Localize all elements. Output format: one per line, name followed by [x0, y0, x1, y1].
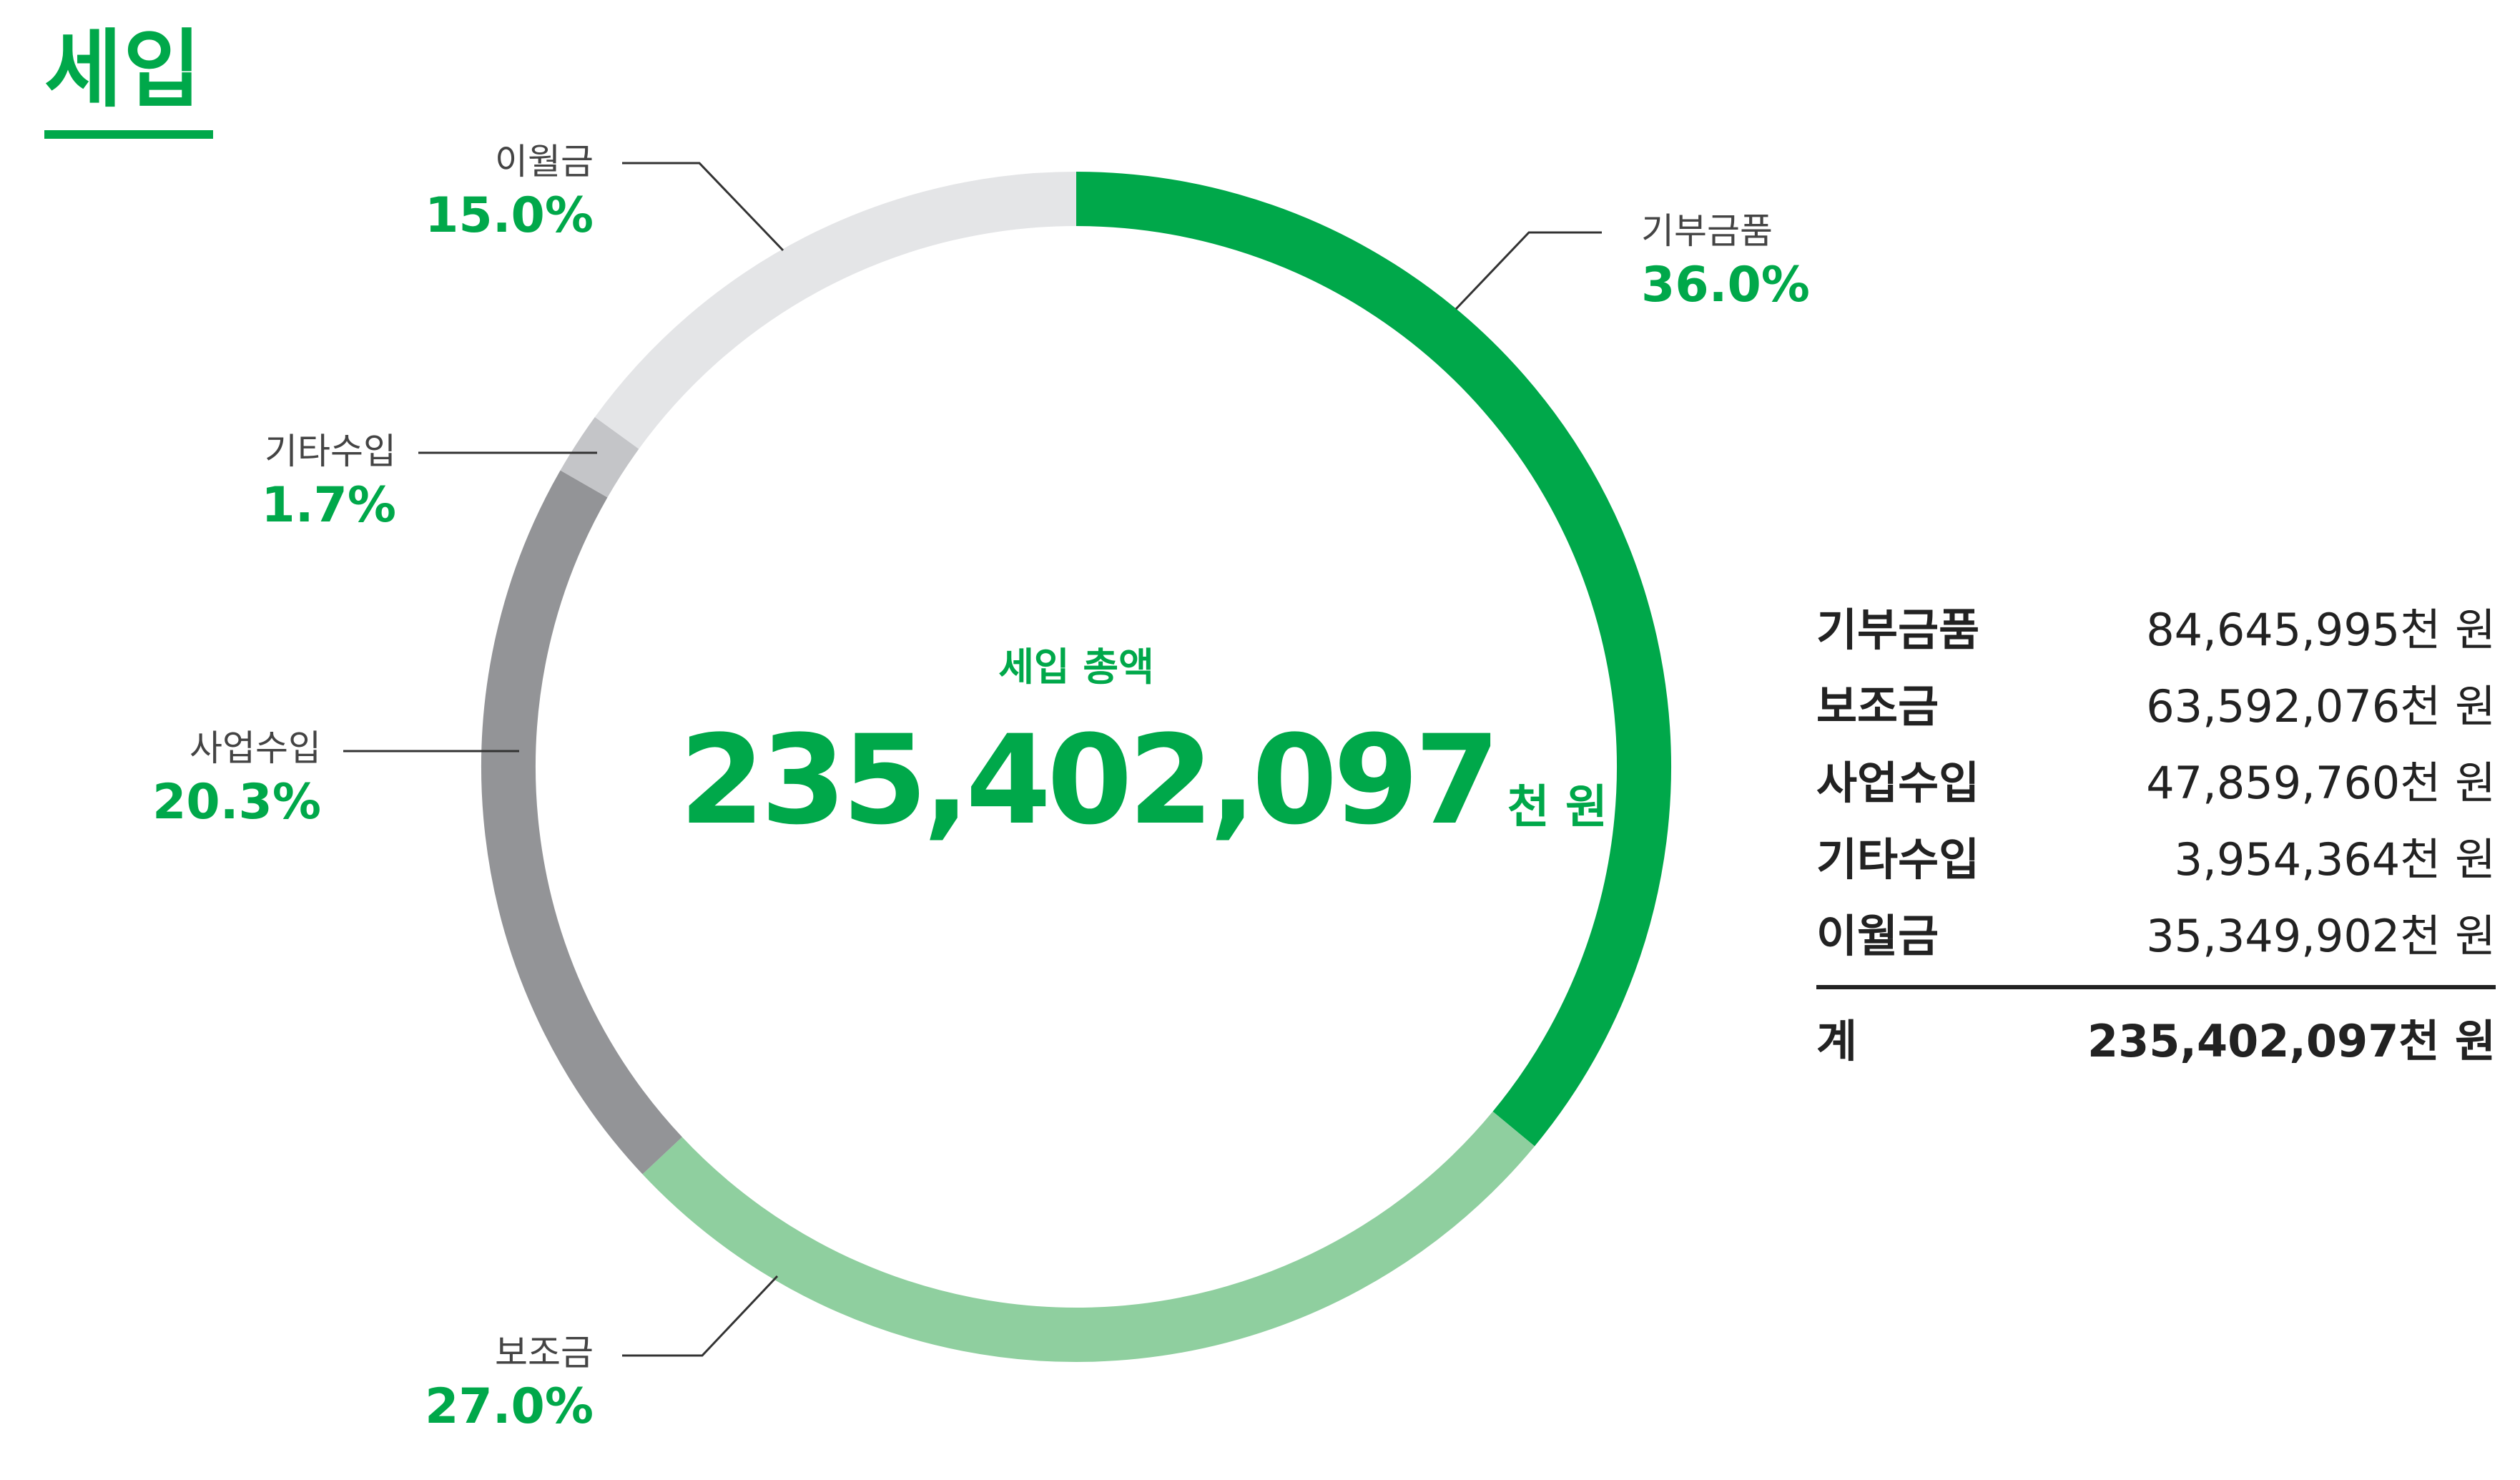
callout-label: 사업수입: [190, 727, 321, 769]
revenue-table: 기부금품 84,645,995천 원 보조금 63,592,076천 원 사업수…: [1816, 594, 2496, 1084]
callout-subsidy: 보조금 27.0%: [425, 1329, 594, 1438]
table-total-row: 계 235,402,097천 원: [1816, 1005, 2496, 1084]
callout-percent: 1.7%: [261, 477, 396, 534]
row-value: 35,349,902천 원: [2146, 910, 2496, 962]
callout-label: 이월금: [495, 141, 594, 182]
callout-label: 기부금품: [1641, 210, 1773, 252]
callout-carryover: 이월금 15.0%: [425, 138, 594, 247]
title-underline: [44, 130, 213, 139]
donut-segment-other: [560, 416, 639, 498]
table-divider: [1816, 985, 2496, 989]
callout-percent: 36.0%: [1641, 257, 1810, 313]
table-row: 보조금 63,592,076천 원: [1816, 670, 2496, 747]
total-name: 계: [1816, 1015, 1858, 1067]
callout-label: 보조금: [495, 1332, 594, 1373]
donut-segment-carryover: [594, 172, 1077, 449]
center-total-value: 235,402,097: [679, 708, 1500, 852]
page-title: 세입: [44, 20, 203, 119]
center-label: 세입 총액: [998, 645, 1154, 690]
leader-line-subsidy: [622, 1275, 779, 1357]
total-value: 235,402,097천 원: [2087, 1015, 2496, 1067]
row-name: 보조금: [1816, 680, 1939, 732]
callout-donations: 기부금품 36.0%: [1641, 207, 1810, 316]
leader-line-donations: [1455, 231, 1602, 310]
row-name: 이월금: [1816, 910, 1939, 962]
center-total-unit: 천 원: [1507, 781, 1608, 834]
callout-other: 기타수입 1.7%: [261, 428, 396, 536]
donut-segment-business: [481, 470, 682, 1175]
callout-label: 기타수입: [265, 431, 396, 472]
table-row: 기부금품 84,645,995천 원: [1816, 594, 2496, 670]
row-value: 47,859,760천 원: [2146, 757, 2496, 809]
center-total: 235,402,097 천 원: [679, 708, 1608, 852]
callout-percent: 20.3%: [152, 774, 321, 830]
row-name: 기부금품: [1816, 604, 1980, 656]
table-row: 이월금 35,349,902천 원: [1816, 900, 2496, 976]
leader-line-carryover: [622, 162, 784, 252]
donut-segment-donations: [1076, 172, 1671, 1147]
donut-segment-subsidy: [642, 1111, 1535, 1362]
row-name: 기타수입: [1816, 833, 1980, 886]
table-row: 기타수입 3,954,364천 원: [1816, 823, 2496, 900]
table-row: 사업수입 47,859,760천 원: [1816, 747, 2496, 823]
row-value: 3,954,364천 원: [2174, 833, 2496, 886]
row-name: 사업수입: [1816, 757, 1980, 809]
callout-percent: 15.0%: [425, 187, 594, 244]
callout-business: 사업수입 20.3%: [152, 725, 321, 833]
row-value: 84,645,995천 원: [2146, 604, 2496, 656]
row-value: 63,592,076천 원: [2146, 680, 2496, 732]
callout-percent: 27.0%: [425, 1378, 594, 1435]
